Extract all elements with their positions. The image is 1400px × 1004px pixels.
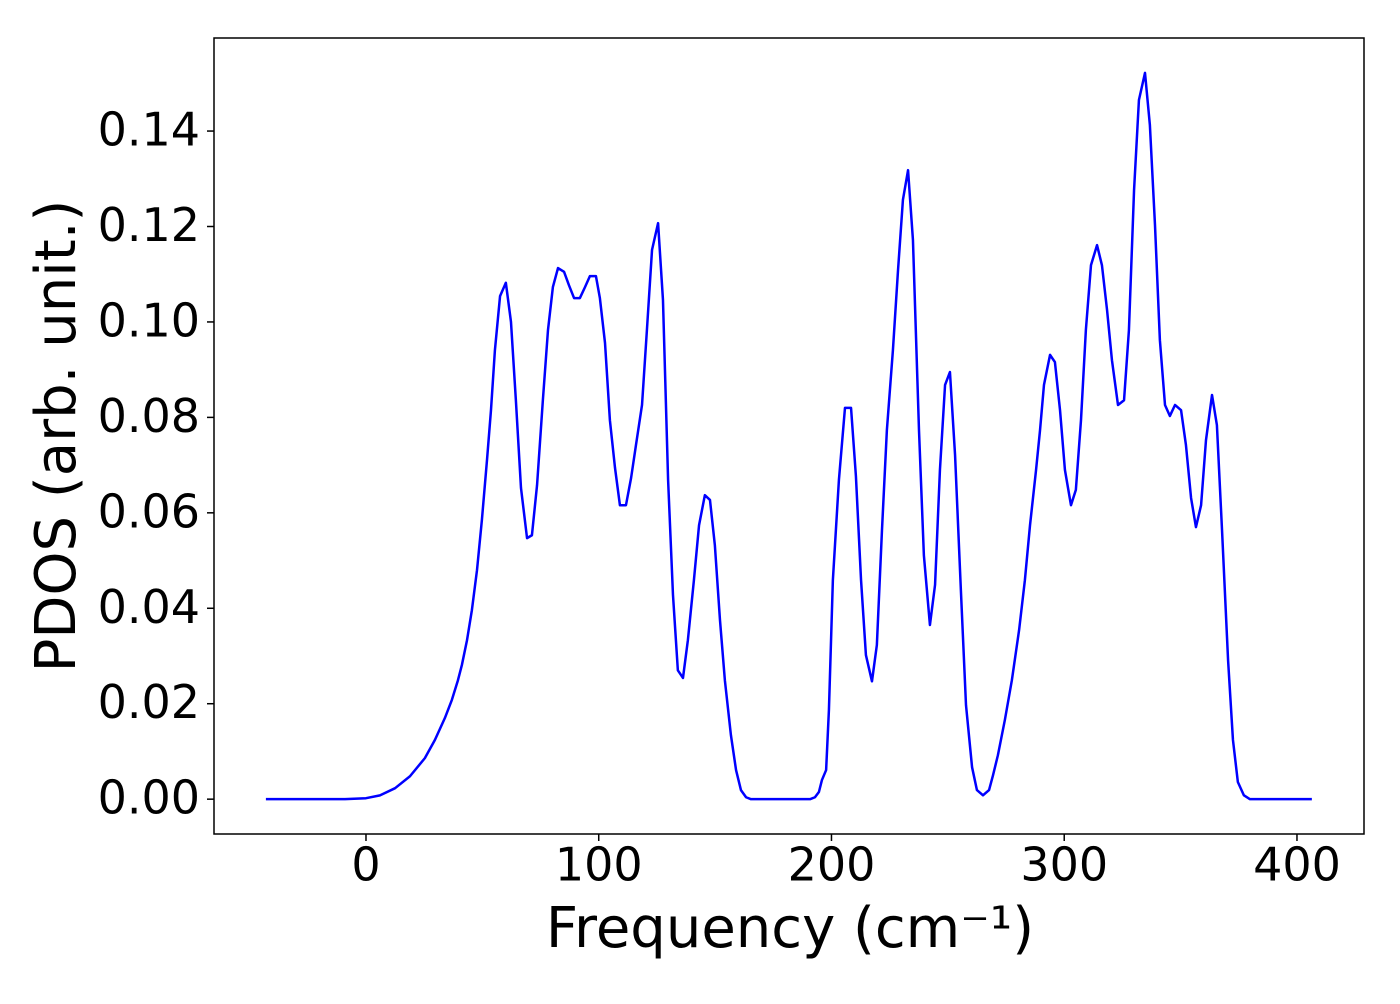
y-tick-label: 0.00 (98, 771, 200, 825)
y-tick-label: 0.12 (98, 198, 200, 252)
x-axis-label: Frequency (cm⁻¹) (546, 896, 1034, 961)
x-tick-label: 300 (1020, 838, 1108, 892)
pdos-line (265, 71, 1312, 801)
y-axis-label: PDOS (arb. unit.) (24, 200, 89, 673)
y-tick-label: 0.08 (98, 389, 200, 443)
y-tick-label: 0.10 (98, 293, 200, 347)
y-tick-label: 0.14 (98, 103, 200, 157)
x-tick-label: 100 (555, 838, 643, 892)
x-tick-label: 400 (1253, 838, 1341, 892)
y-tick-label: 0.06 (98, 484, 200, 538)
plot-frame (213, 37, 1365, 835)
x-tick-label: 0 (351, 838, 380, 892)
y-tick-label: 0.04 (98, 580, 200, 634)
x-tick-label: 200 (788, 838, 876, 892)
y-tick-label: 0.02 (98, 675, 200, 729)
